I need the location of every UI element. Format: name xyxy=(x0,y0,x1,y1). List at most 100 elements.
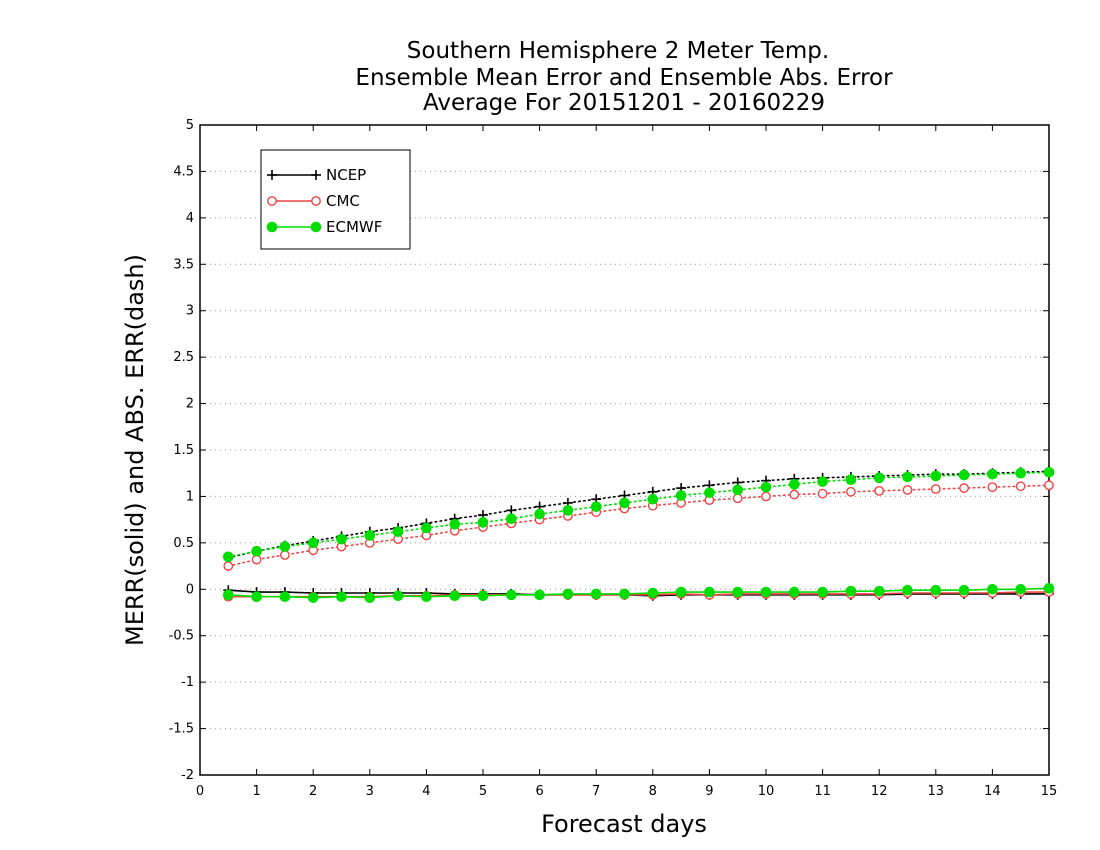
series-ecmwf-merr-point xyxy=(760,586,772,598)
y-tick-label: 1.5 xyxy=(173,443,194,458)
series-ecmwf-merr-point xyxy=(223,589,234,601)
series-cmc-abs-err-line xyxy=(227,484,1050,567)
series-ecmwf-merr-point xyxy=(392,590,404,602)
series-cmc-abs-err-point xyxy=(846,486,856,497)
series-ecmwf-abs-err-point xyxy=(760,481,772,493)
series-ecmwf-merr-point xyxy=(647,587,659,599)
legend-entry-cmc: CMC xyxy=(267,192,360,210)
series-ecmwf-abs-err-point xyxy=(534,508,545,520)
series-cmc-abs-err-point xyxy=(874,485,885,496)
y-tick-label: -2 xyxy=(181,768,194,783)
series-ecmwf-abs-err-point xyxy=(817,476,828,487)
y-tick-label: -1 xyxy=(181,675,194,690)
y-tick-label: 5 xyxy=(186,118,194,133)
series-ecmwf-merr-point xyxy=(930,584,942,596)
x-axis-title: Forecast days xyxy=(541,810,707,838)
series-ecmwf-abs-err-point xyxy=(279,541,291,552)
x-tick-label: 3 xyxy=(366,784,374,799)
series-ecmwf-merr-point xyxy=(873,585,885,597)
legend-marker-ncep xyxy=(311,170,321,180)
x-tick-label: 15 xyxy=(1041,784,1058,799)
series-ecmwf-abs-err-point xyxy=(251,545,262,557)
y-tick-label: 3.5 xyxy=(173,257,194,272)
series-ecmwf-abs-err-point xyxy=(675,490,687,501)
legend: NCEP CMC ECMWF xyxy=(260,149,411,250)
series-cmc-abs-err-point xyxy=(732,493,743,504)
series-cmc-abs-err-point xyxy=(902,485,913,495)
series-ecmwf-merr-point xyxy=(732,586,744,598)
series-ecmwf-merr-point xyxy=(534,589,545,601)
series-ecmwf-merr-point xyxy=(364,592,376,603)
series-cmc-abs-err-point xyxy=(279,550,290,560)
x-tick-label: 0 xyxy=(196,784,204,799)
series-cmc-abs-err-point xyxy=(817,488,828,499)
legend-marker-cmc xyxy=(311,196,321,206)
series-cmc-abs-err-point xyxy=(251,554,262,565)
series-ecmwf-merr-point xyxy=(704,586,715,598)
x-tick-label: 12 xyxy=(871,784,888,799)
series-ecmwf-abs-err-point xyxy=(307,537,319,549)
grid xyxy=(200,170,1049,730)
legend-label-ncep: NCEP xyxy=(326,166,366,184)
legend-marker-ecmwf xyxy=(310,221,322,233)
legend-entry-ecmwf: ECMWF xyxy=(266,218,382,236)
series-ecmwf-abs-err-point xyxy=(930,470,942,482)
x-tick-label: 2 xyxy=(309,784,317,799)
x-tick-label: 5 xyxy=(479,784,487,799)
series-ecmwf-abs-err-point xyxy=(364,530,376,541)
series-ecmwf-merr-point xyxy=(789,586,800,598)
series-ecmwf-abs-err-line xyxy=(227,471,1050,558)
series-cmc xyxy=(223,480,1054,602)
series-ecmwf-merr-point xyxy=(477,590,489,602)
y-tick-label: -1.5 xyxy=(169,722,194,737)
series-ecmwf-abs-err-point xyxy=(336,533,347,545)
series-ecmwf-merr-point xyxy=(279,591,291,603)
legend-marker-ecmwf xyxy=(266,221,278,233)
x-tick-label: 14 xyxy=(984,784,1001,799)
series-ecmwf-merr-point xyxy=(1015,583,1027,595)
series-ecmwf-merr-point xyxy=(817,586,828,598)
series-ecmwf-merr-point xyxy=(845,585,857,597)
series-ecmwf-abs-err-point xyxy=(506,513,517,525)
series-ecmwf-abs-err-point xyxy=(704,487,715,499)
series-ecmwf-abs-err-point xyxy=(562,505,574,516)
series-ecmwf-abs-err-point xyxy=(449,518,461,530)
chart-title: Southern Hemisphere 2 Meter Temp. Ensemb… xyxy=(355,38,893,116)
legend-label-ecmwf: ECMWF xyxy=(326,218,382,236)
series-cmc-abs-err-point xyxy=(789,489,800,500)
y-tick-label: 0.5 xyxy=(173,536,194,551)
series-ecmwf-merr-point xyxy=(307,592,319,603)
series-ecmwf-abs-err-point xyxy=(789,479,800,490)
series-ecmwf-abs-err-point xyxy=(1043,466,1055,478)
series-cmc-abs-err-point xyxy=(930,484,941,494)
x-tick-label: 8 xyxy=(649,784,657,799)
series-ecmwf-merr-point xyxy=(902,584,913,596)
series-ecmwf-merr-point xyxy=(251,591,262,603)
series-ecmwf-abs-err-point xyxy=(1015,467,1027,479)
series-ecmwf-abs-err-point xyxy=(590,501,602,512)
y-tick-label: 2 xyxy=(186,397,194,412)
series-ecmwf-merr-point xyxy=(562,588,574,600)
y-tick-label: 2.5 xyxy=(173,350,194,365)
series-layer xyxy=(223,466,1055,603)
chart-title-line-3: Average For 20151201 - 20160229 xyxy=(423,90,825,116)
legend-label-cmc: CMC xyxy=(326,192,360,210)
y-tick-label: 4 xyxy=(186,211,194,226)
series-ecmwf xyxy=(223,466,1055,603)
legend-entry-ncep: NCEP xyxy=(267,166,366,184)
series-ecmwf-merr-point xyxy=(449,590,461,602)
series-ecmwf-merr-point xyxy=(675,586,687,598)
x-tick-label: 4 xyxy=(422,784,430,799)
series-cmc-abs-err-point xyxy=(761,491,771,502)
x-tick-label: 6 xyxy=(535,784,543,799)
series-ecmwf-merr-point xyxy=(336,591,347,603)
series-ecmwf-abs-err-point xyxy=(619,497,630,509)
x-tick-label: 10 xyxy=(758,784,775,799)
series-ecmwf-abs-err-point xyxy=(647,493,659,505)
series-ecmwf-merr-point xyxy=(421,591,432,603)
series-ecmwf-abs-err-point xyxy=(392,526,404,538)
series-ecmwf-merr-point xyxy=(1043,583,1055,594)
series-ecmwf-merr-point xyxy=(590,588,602,600)
series-ecmwf-merr-point xyxy=(506,589,517,601)
